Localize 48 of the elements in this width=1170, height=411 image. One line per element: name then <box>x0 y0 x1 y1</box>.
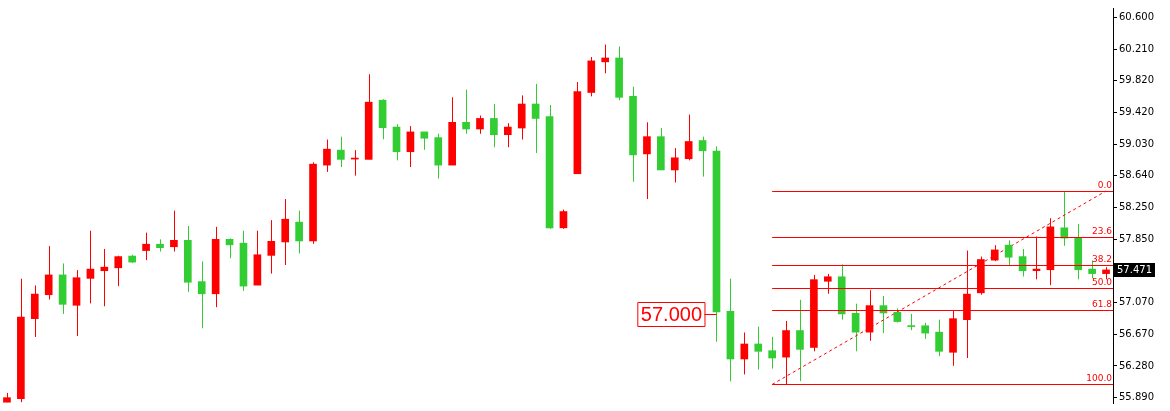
y-tick-label: 59.420 <box>1119 106 1154 118</box>
candlestick <box>670 147 679 183</box>
candlestick <box>1004 239 1013 266</box>
y-tick-label: 56.280 <box>1119 359 1154 371</box>
candlestick <box>768 336 776 370</box>
annotation: 38.2 <box>1091 253 1112 264</box>
candlestick <box>698 136 707 178</box>
candlestick <box>476 115 484 135</box>
candlestick <box>337 136 345 168</box>
candlestick <box>281 198 290 266</box>
y-tick-label: 59.820 <box>1119 74 1154 86</box>
y-tick-label: 57.850 <box>1119 232 1154 244</box>
candlestick <box>601 44 610 74</box>
annotation: 50.0 <box>1091 276 1113 287</box>
candlestick <box>503 122 512 148</box>
candlestick <box>740 331 749 375</box>
candlestick <box>86 230 95 304</box>
candlestick <box>643 121 651 200</box>
annotation: 0.0 <box>1097 179 1113 190</box>
y-tick-label: 59.030 <box>1119 137 1154 149</box>
candlestick <box>796 299 804 382</box>
y-tick-label: 60.600 <box>1119 11 1154 23</box>
annotation: 23.6 <box>1091 225 1113 236</box>
candlestick <box>170 210 178 253</box>
candlestick <box>267 219 276 275</box>
candlestick <box>323 139 331 173</box>
candlestick <box>197 260 206 329</box>
y-tick-label: 60.210 <box>1119 42 1154 54</box>
annotation: 57.471 <box>1117 263 1152 275</box>
candlestick <box>559 209 568 230</box>
y-tick-label: 55.890 <box>1119 390 1154 402</box>
candlestick <box>462 89 470 135</box>
annotation: 57.000 <box>640 302 702 325</box>
candlestick <box>114 255 123 287</box>
annotation: 61.8 <box>1091 298 1113 309</box>
candlestick <box>490 103 498 148</box>
candlestick <box>754 326 763 371</box>
candlestick <box>44 245 53 300</box>
y-tick-label: 57.070 <box>1119 295 1154 307</box>
candlestick <box>295 210 303 254</box>
candlestick <box>684 114 693 161</box>
candlestick <box>935 319 943 357</box>
annotation: 100.0 <box>1086 372 1113 383</box>
y-tick-label: 58.640 <box>1119 169 1154 181</box>
y-tick-label: 56.670 <box>1119 328 1154 340</box>
candlestick <box>531 83 540 154</box>
candlestick <box>142 232 150 261</box>
y-tick-label: 58.250 <box>1119 200 1154 212</box>
